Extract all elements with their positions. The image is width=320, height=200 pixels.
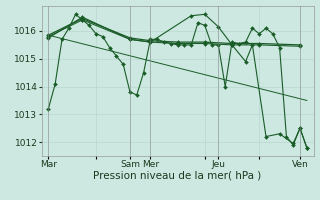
X-axis label: Pression niveau de la mer( hPa ): Pression niveau de la mer( hPa ) <box>93 171 262 181</box>
